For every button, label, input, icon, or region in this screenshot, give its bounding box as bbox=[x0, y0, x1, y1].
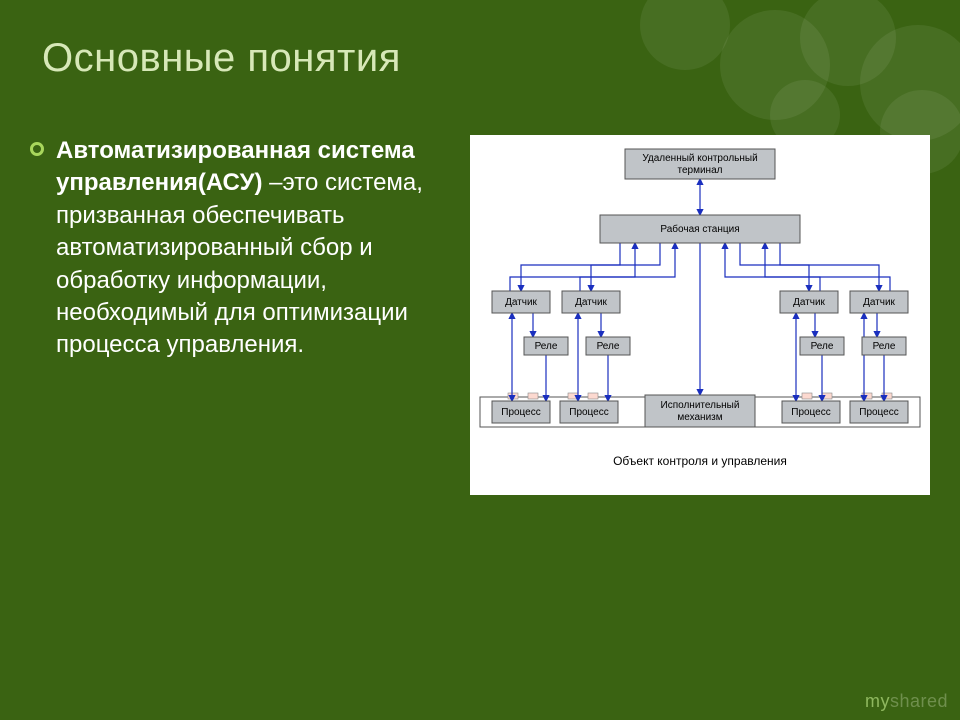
svg-text:Датчик: Датчик bbox=[793, 297, 825, 308]
svg-text:Датчик: Датчик bbox=[575, 297, 607, 308]
slide-body: Автоматизированная система управления(АС… bbox=[30, 135, 450, 362]
svg-text:Удаленный контрольный: Удаленный контрольный bbox=[642, 153, 757, 164]
svg-text:Процесс: Процесс bbox=[569, 407, 609, 418]
watermark: myshared bbox=[865, 691, 948, 712]
svg-text:Рабочая станция: Рабочая станция bbox=[660, 223, 739, 235]
diagram-svg: Удаленный контрольныйтерминал Рабочая ста… bbox=[470, 135, 930, 495]
definition-text: Автоматизированная система управления(АС… bbox=[56, 135, 450, 362]
svg-text:Реле: Реле bbox=[811, 341, 834, 352]
svg-text:Датчик: Датчик bbox=[505, 297, 537, 308]
svg-text:Реле: Реле bbox=[873, 341, 896, 352]
svg-text:Объект контроля и управления: Объект контроля и управления bbox=[613, 454, 787, 468]
slide-title: Основные понятия bbox=[42, 36, 401, 81]
svg-text:Датчик: Датчик bbox=[863, 297, 895, 308]
svg-text:Реле: Реле bbox=[535, 341, 558, 352]
watermark-part2: shared bbox=[890, 691, 948, 711]
definition-rest: –это система, призванная обеспечивать ав… bbox=[56, 169, 423, 358]
svg-text:механизм: механизм bbox=[677, 412, 722, 423]
svg-text:Реле: Реле bbox=[597, 341, 620, 352]
svg-text:Процесс: Процесс bbox=[501, 407, 541, 418]
svg-text:Исполнительный: Исполнительный bbox=[661, 400, 740, 411]
bullet-icon bbox=[30, 142, 44, 156]
svg-text:терминал: терминал bbox=[678, 165, 723, 176]
watermark-part1: my bbox=[865, 691, 890, 711]
acs-diagram: Удаленный контрольныйтерминал Рабочая ста… bbox=[470, 135, 930, 495]
svg-text:Процесс: Процесс bbox=[791, 407, 831, 418]
svg-text:Процесс: Процесс bbox=[859, 407, 899, 418]
